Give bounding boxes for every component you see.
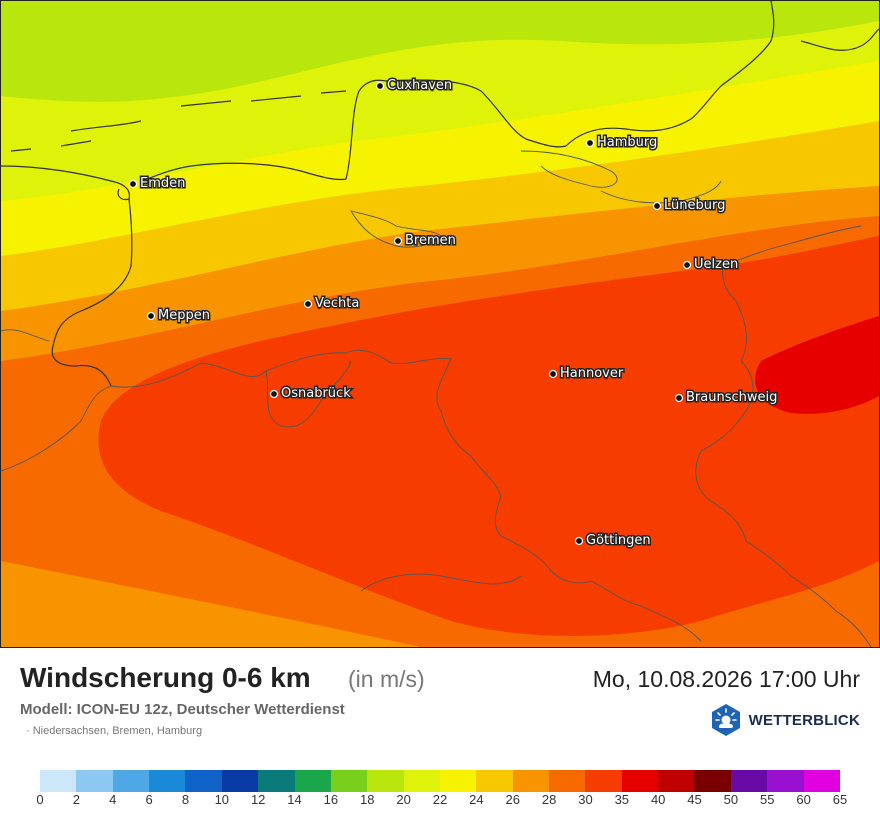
legend-tick-label: 35 [614, 792, 630, 807]
model-info: Modell: ICON-EU 12z, Deutscher Wetterdie… [20, 701, 345, 718]
city-dot [548, 369, 558, 379]
field-red [755, 316, 879, 414]
legend-swatch [221, 770, 259, 792]
city-dot [393, 236, 403, 246]
map-canvas: Cuxhaven Hamburg Emden Lüneburg Bremen U… [1, 1, 879, 647]
legend-tick-label: 4 [109, 792, 117, 807]
field-red-orange [98, 236, 879, 636]
legend-tick-label: 60 [796, 792, 811, 807]
region-info: · Niedersachsen, Bremen, Hamburg [26, 725, 203, 737]
wind-shear-map: Cuxhaven Hamburg Emden Lüneburg Bremen U… [0, 0, 880, 648]
legend-labels: 0 2 4 6 8 10 12 14 16 18 20 22 24 26 28 30 35 40 45 50 55 60 6… [0, 792, 880, 808]
city-dot [269, 389, 279, 399]
logo-text: WETTERBLICK [748, 711, 860, 729]
legend-tick-label: 45 [687, 792, 702, 807]
legend-tick-label: 20 [396, 792, 411, 807]
legend-tick-label: 2 [72, 792, 80, 807]
legend-swatch [585, 770, 622, 792]
city-label-uelzen: Uelzen [694, 257, 738, 272]
city-label-goettingen: Göttingen [586, 533, 651, 548]
city-dot [682, 260, 692, 270]
city-label-hannover: Hannover [560, 366, 624, 381]
city-dot [652, 201, 662, 211]
legend-tick-label: 14 [287, 792, 302, 807]
wetterblick-logo[interactable]: WETTERBLICK [709, 704, 860, 736]
city-label-braunschweig: Braunschweig [686, 390, 777, 405]
legend-swatch [149, 770, 186, 792]
city-dot [375, 81, 385, 91]
city-label-cuxhaven: Cuxhaven [387, 78, 452, 93]
legend-swatch [403, 770, 440, 792]
city-label-hamburg: Hamburg [597, 135, 657, 150]
city-dot [146, 311, 156, 321]
legend-swatch [476, 770, 513, 792]
legend-swatch [549, 770, 586, 792]
legend-tick-label: 22 [432, 792, 448, 807]
legend-swatch [439, 770, 477, 792]
city-dot [574, 536, 584, 546]
map-footer: Windscherung 0-6 km (in m/s) Modell: ICO… [0, 648, 880, 830]
legend-tick-label: 12 [250, 792, 266, 807]
legend-swatch [694, 770, 731, 792]
city-label-bremen: Bremen [405, 233, 456, 248]
forecast-datetime: Mo, 10.08.2026 17:00 Uhr [592, 666, 860, 692]
legend-swatch [330, 770, 368, 792]
map-unit: (in m/s) [348, 666, 425, 692]
legend-tick-label: 65 [832, 792, 848, 807]
city-dot [585, 138, 595, 148]
state-borders [1, 150, 872, 647]
legend-swatch [658, 770, 695, 792]
city-dot [128, 179, 138, 189]
legend-tick-label: 18 [360, 792, 375, 807]
city-label-meppen: Meppen [158, 308, 210, 323]
legend-tick-label: 30 [578, 792, 593, 807]
legend-swatch [294, 770, 331, 792]
legend-swatch [185, 770, 222, 792]
city-label-lueneburg: Lüneburg [664, 198, 725, 213]
legend-swatch [767, 770, 804, 792]
legend-swatch [367, 770, 404, 792]
sun-cloud-icon [711, 704, 740, 736]
legend-tick-label: 40 [650, 792, 666, 807]
legend-tick-label: 50 [723, 792, 739, 807]
legend-tick-label: 0 [36, 792, 44, 807]
legend-swatch [40, 770, 77, 792]
city-markers: Cuxhaven Hamburg Emden Lüneburg Bremen U… [128, 77, 779, 550]
legend-tick-label: 24 [469, 792, 484, 807]
legend-tick-label: 8 [181, 792, 190, 807]
city-dot [303, 299, 313, 309]
city-label-emden: Emden [140, 176, 185, 191]
city-label-osnabrueck: Osnabrück [281, 386, 351, 401]
field-light-green [1, 1, 879, 102]
legend-tick-label: 28 [541, 792, 557, 807]
legend-swatch [112, 770, 150, 792]
legend-tick-label: 6 [145, 792, 153, 807]
legend-swatch [621, 770, 659, 792]
legend-tick-label: 26 [505, 792, 520, 807]
legend-tick-label: 16 [323, 792, 339, 807]
color-legend [40, 770, 840, 792]
map-title: Windscherung 0-6 km [20, 662, 311, 693]
coastline [1, 1, 879, 387]
legend-swatch [512, 770, 550, 792]
city-label-vechta: Vechta [315, 296, 359, 311]
legend-swatch [258, 770, 295, 792]
legend-swatch [803, 770, 840, 792]
city-dot [674, 393, 684, 403]
legend-tick-label: 55 [760, 792, 775, 807]
legend-swatch [730, 770, 768, 792]
legend-swatch [76, 770, 113, 792]
legend-tick-label: 10 [214, 792, 230, 807]
